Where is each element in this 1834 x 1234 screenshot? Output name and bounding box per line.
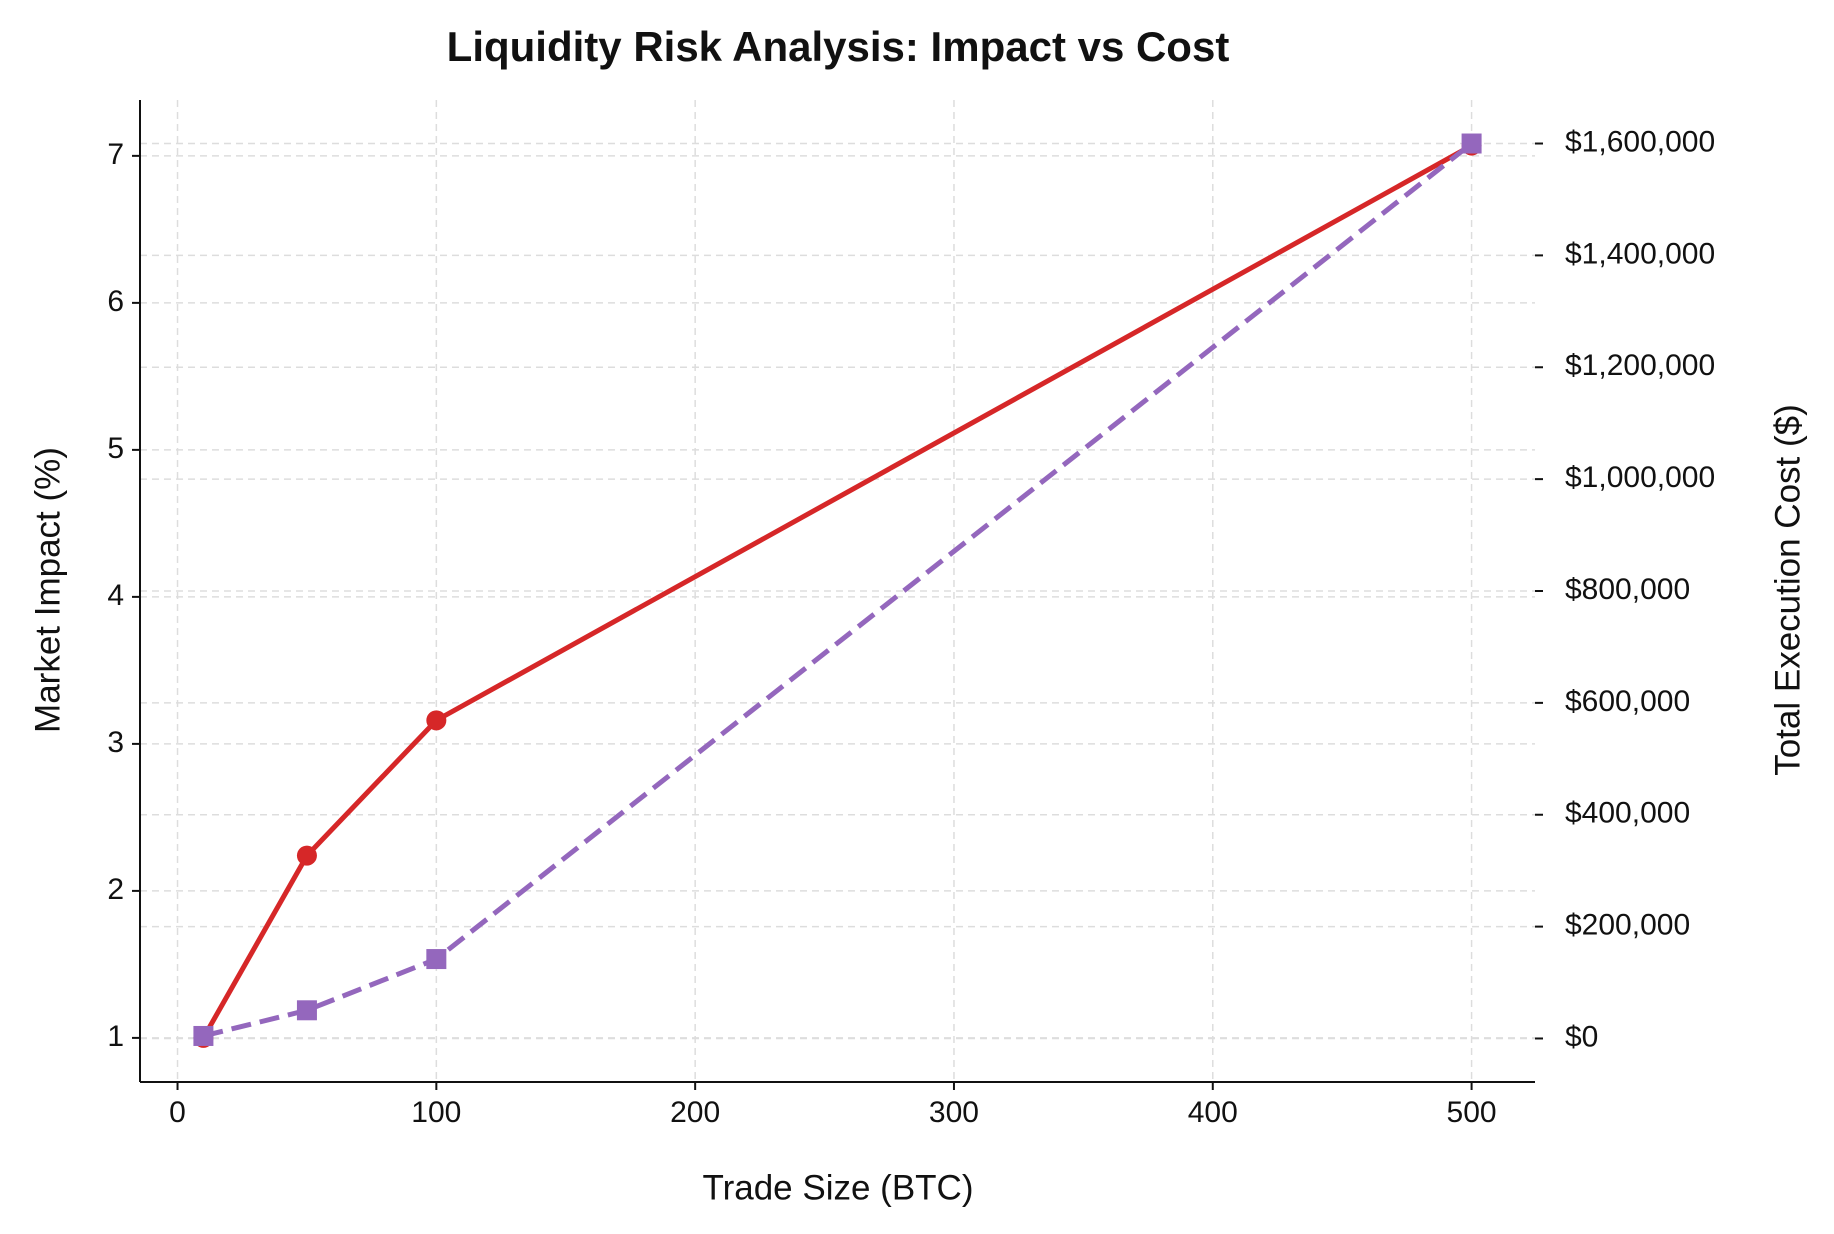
series-line (201, 143, 1473, 1040)
y2-axis-label: Total Execution Cost ($) (1768, 404, 1807, 776)
series-line (202, 141, 1474, 1039)
marker (426, 949, 447, 970)
y2-tick-label: $1,000,000 (1565, 461, 1715, 494)
x-axis-label: Trade Size (BTC) (703, 1168, 974, 1207)
marker (296, 1000, 317, 1021)
y-tick-label: 1 (107, 1020, 124, 1053)
marker (426, 710, 447, 731)
y2-tick-label: $1,400,000 (1565, 237, 1715, 270)
y2-tick-label: $1,200,000 (1565, 349, 1715, 382)
y2-tick-label: $1,600,000 (1565, 125, 1715, 158)
marker (193, 1025, 214, 1046)
y2-tick-label: $200,000 (1565, 909, 1690, 942)
x-tick-label: 400 (1188, 1096, 1238, 1129)
x-tick-label: 200 (670, 1096, 720, 1129)
chart-title: Liquidity Risk Analysis: Impact vs Cost (447, 23, 1230, 70)
y2-tick-label: $400,000 (1565, 797, 1690, 830)
y-tick-label: 3 (107, 726, 124, 759)
y-tick-label: 6 (107, 285, 124, 318)
x-tick-label: 300 (929, 1096, 979, 1129)
y2-tick-label: $0 (1565, 1020, 1598, 1053)
y2-tick-label: $800,000 (1565, 573, 1690, 606)
y-tick-label: 5 (107, 432, 124, 465)
x-tick-label: 500 (1447, 1096, 1497, 1129)
marker (1461, 133, 1482, 154)
x-tick-label: 100 (411, 1096, 461, 1129)
x-tick-label: 0 (169, 1096, 186, 1129)
y-tick-label: 7 (107, 138, 124, 171)
y-tick-label: 2 (107, 873, 124, 906)
marker (296, 845, 317, 866)
y-axis-label: Market Impact (%) (28, 447, 67, 733)
y2-tick-label: $600,000 (1565, 685, 1690, 718)
y-tick-label: 4 (107, 579, 124, 612)
